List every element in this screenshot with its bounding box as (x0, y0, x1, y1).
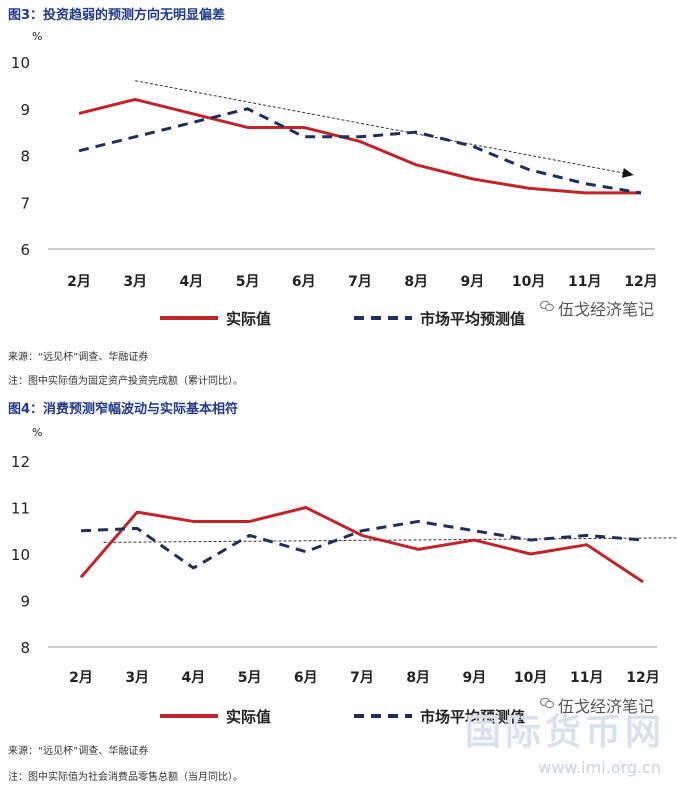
x-tick-label: 6月 (292, 274, 316, 290)
figure-3-watermark: 伍戈经济笔记 (558, 300, 655, 319)
x-tick-label: 6月 (294, 670, 318, 686)
x-tick-label: 8月 (406, 670, 430, 686)
site-url: www.imi.org.cn (538, 758, 661, 777)
x-tick-label: 7月 (350, 670, 374, 686)
figure-3-source: 来源：“远见杯”调查、华融证券 (8, 352, 149, 363)
x-tick-label: 5月 (238, 670, 262, 686)
x-tick-label: 12月 (624, 274, 657, 290)
figure-4-source: 来源：“远见杯”调查、华融证券 (8, 746, 149, 757)
y-tick-label: 12 (11, 453, 30, 471)
x-tick-label: 2月 (69, 670, 93, 686)
y-tick-label: 8 (20, 148, 30, 166)
figure-3-title: 图3：投资趋弱的预测方向无明显偏差 (8, 8, 226, 23)
legend-forecast-label: 市场平均预测值 (420, 310, 525, 328)
y-tick-label: 10 (11, 546, 30, 564)
x-tick-label: 9月 (461, 274, 485, 290)
y-tick-label: 6 (20, 241, 30, 259)
x-tick-label: 4月 (180, 274, 204, 290)
y-tick-label: 9 (20, 593, 30, 611)
y-unit-label: % (32, 426, 42, 439)
trend-arrow-line (135, 80, 630, 175)
figure-4-title: 图4：消费预测窄幅波动与实际基本相符 (8, 402, 239, 417)
x-tick-label: 7月 (348, 274, 372, 290)
x-tick-label: 3月 (125, 670, 149, 686)
wechat-icon (540, 300, 554, 312)
y-tick-label: 10 (11, 54, 30, 72)
site-logo: 国际货币网 (464, 711, 665, 753)
trend-arrow-head (621, 167, 634, 178)
actual-series-line (78, 97, 641, 195)
y-tick-label: 9 (20, 101, 30, 119)
legend-forecast-label: 市场平均预测值 (420, 708, 525, 726)
y-unit-label: % (32, 30, 42, 43)
wechat-icon (540, 697, 554, 709)
actual-series-line (79, 506, 644, 584)
x-tick-label: 2月 (67, 274, 91, 290)
figure-3-note: 注：图中实际值为固定资产投资完成额（累计同比）。 (8, 376, 243, 387)
x-tick-label: 4月 (182, 670, 206, 686)
trend-arrow-line (103, 537, 677, 543)
forecast-series-line (80, 519, 644, 570)
x-tick-label: 9月 (463, 670, 487, 686)
x-tick-label: 3月 (123, 274, 147, 290)
x-tick-label: 10月 (512, 274, 545, 290)
x-tick-label: 12月 (626, 670, 659, 686)
figure-4-note: 注：图中实际值为社会消费品零售总额（当月同比）。 (8, 772, 243, 783)
legend-actual-label: 实际值 (226, 310, 271, 328)
x-tick-label: 11月 (570, 670, 603, 686)
x-tick-label: 8月 (404, 274, 428, 290)
forecast-series-line (78, 107, 642, 195)
figure-4-watermark: 伍戈经济笔记 (558, 697, 655, 716)
legend-actual-label: 实际值 (226, 708, 271, 726)
x-tick-label: 11月 (568, 274, 601, 290)
x-tick-label: 10月 (514, 670, 547, 686)
y-tick-label: 8 (20, 639, 30, 657)
x-tick-label: 5月 (236, 274, 260, 290)
y-tick-label: 7 (20, 194, 30, 212)
y-tick-label: 11 (11, 500, 30, 518)
